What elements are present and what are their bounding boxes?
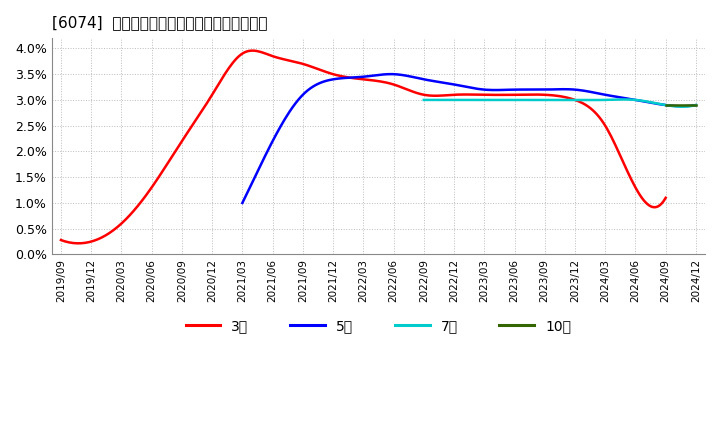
Legend: 3年, 5年, 7年, 10年: 3年, 5年, 7年, 10年: [180, 313, 577, 338]
Text: [6074]  当期純利益マージンの標準偏差の推移: [6074] 当期純利益マージンの標準偏差の推移: [52, 15, 267, 30]
